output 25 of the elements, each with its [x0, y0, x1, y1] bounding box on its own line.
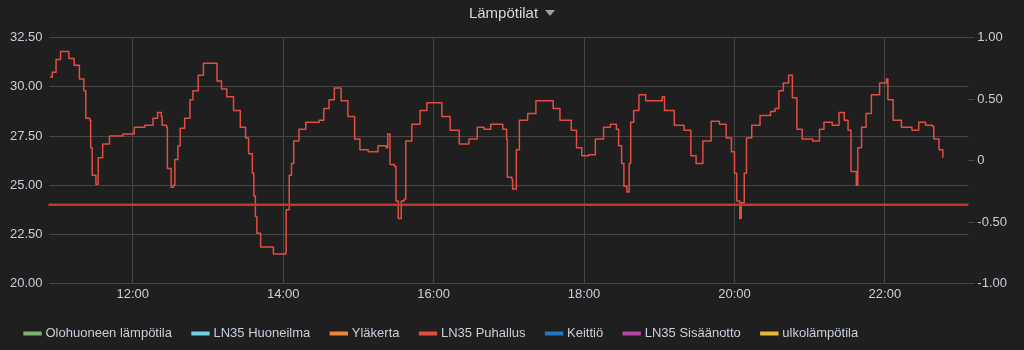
x-tick-label: 18:00 [567, 285, 601, 301]
x-tick-label: 22:00 [868, 285, 902, 301]
y-tick-label: 32.50 [9, 29, 43, 45]
legend-label: Olohuoneen lämpötila [45, 325, 173, 341]
legend-label: LN35 Sisäänotto [644, 325, 741, 341]
x-tick-label: 20:00 [718, 285, 751, 301]
legend-label: Keittiö [567, 325, 604, 341]
legend-label: ulkolämpötila [782, 325, 859, 341]
x-tick-label: 14:00 [266, 285, 300, 301]
chart-title: Lämpötilat [468, 3, 539, 21]
y2-tick-label: 0 [977, 152, 985, 168]
legend-label: Yläkerta [351, 325, 401, 341]
y2-tick-label: -1.00 [977, 274, 1008, 290]
legend-label: LN35 Puhallus [441, 325, 527, 341]
y-tick-label: 20.00 [9, 274, 43, 290]
y-tick-label: 25.00 [9, 176, 43, 192]
legend-label: LN35 Huoneilma [213, 325, 312, 341]
y2-tick-label: -0.50 [977, 213, 1008, 229]
y-tick-label: 30.00 [9, 78, 43, 94]
x-tick-label: 16:00 [417, 285, 450, 301]
y-tick-label: 22.50 [9, 225, 43, 241]
x-tick-label: 12:00 [116, 285, 150, 301]
y2-tick-label: 1.00 [977, 29, 1003, 45]
y2-tick-label: 0.50 [977, 90, 1003, 106]
y-tick-label: 27.50 [9, 127, 43, 143]
